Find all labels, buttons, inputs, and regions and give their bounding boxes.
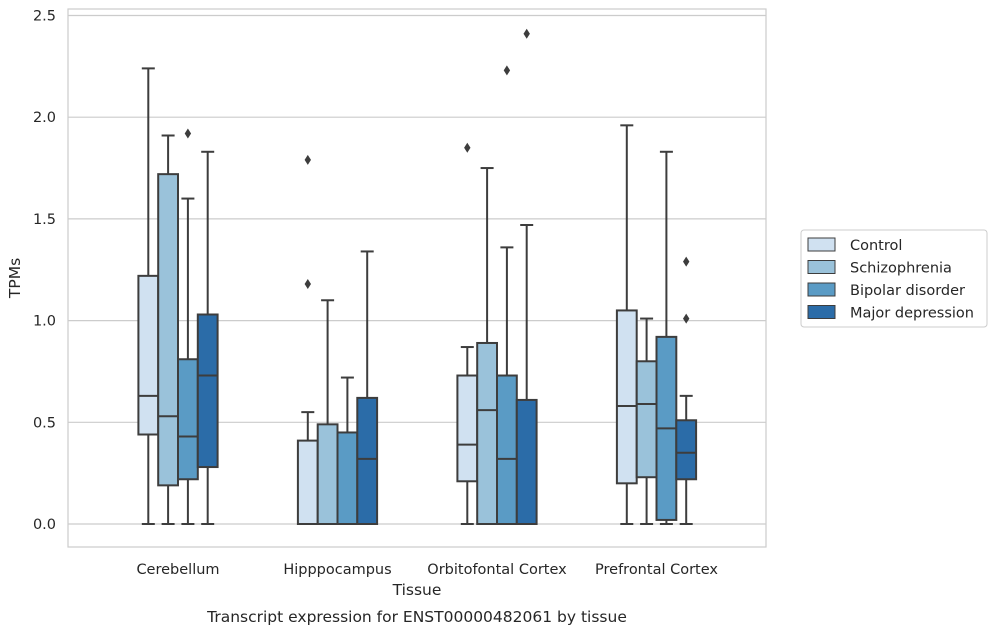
box-control [296,154,319,525]
box-schizophrenia [157,134,179,525]
box-body [137,274,160,436]
box-body [615,309,638,485]
box-body [515,398,538,525]
outlier-point [523,28,530,39]
box-control [456,142,479,525]
box-body [336,431,359,525]
box-schizophrenia [635,317,658,525]
box-body [177,358,199,481]
outlier-point [304,154,311,165]
box-bipolar-disorder [336,376,359,525]
x-tick-labels: Cerebellum Hipppocampus Orbitofontal Corte… [136,562,718,578]
box-body [316,423,339,526]
outlier-point [683,256,690,267]
outlier-point [304,278,311,289]
box-bipolar-disorder [655,150,678,525]
box-major-depression [196,150,219,525]
y-tick-label: 0.0 [33,517,56,533]
plot-frame [67,8,767,548]
legend-frame [800,229,988,328]
legend-swatch [807,260,836,274]
box-body [356,396,379,525]
legend-swatch [807,305,836,319]
y-tick-label: 0.5 [33,415,56,431]
box-body [675,419,698,481]
y-tick-labels: 0.0 0.5 1.0 1.5 2.0 2.5 [33,9,56,534]
legend-label: Control [850,238,902,254]
legend: Control Schizophrenia Bipolar disorder Majo… [800,229,988,328]
box-body [157,173,179,487]
box-major-depression [675,256,698,525]
box-control [615,124,638,525]
box-major-depression [356,250,379,525]
box-major-depression [515,28,538,525]
outlier-point [184,128,192,139]
box-schizophrenia [476,167,499,525]
box-bipolar-disorder [177,128,199,525]
legend-label: Bipolar disorder [850,283,965,299]
box-body [296,439,319,525]
box-body [496,374,518,525]
box-control [137,67,160,525]
box-body [196,313,219,469]
y-tick-label: 2.0 [33,110,56,126]
y-tick-label: 2.5 [33,9,56,25]
y-tick-label: 1.5 [33,212,56,228]
outlier-point [503,65,511,76]
outlier-point [464,142,471,153]
x-tick-label: Cerebellum [136,562,219,578]
legend-label: Schizophrenia [850,261,952,277]
x-axis-label: Tissue [392,581,442,599]
outlier-point [683,313,690,324]
box-body [476,341,499,525]
x-tick-label: Prefrontal Cortex [595,562,718,578]
box-body [635,360,658,479]
box-body [456,374,479,483]
box-bipolar-disorder [496,65,518,525]
x-tick-label: Hipppocampus [283,562,391,578]
box-groups [137,28,698,526]
chart-caption: Transcript expression for ENST0000048206… [206,608,627,626]
y-axis-label: TPMs [6,258,24,299]
legend-swatch [807,282,836,297]
y-tick-label: 1.0 [33,314,56,330]
legend-swatch [807,237,836,252]
box-schizophrenia [316,299,339,526]
legend-label: Major depression [850,306,974,322]
x-tick-label: Orbitofontal Cortex [427,562,567,578]
